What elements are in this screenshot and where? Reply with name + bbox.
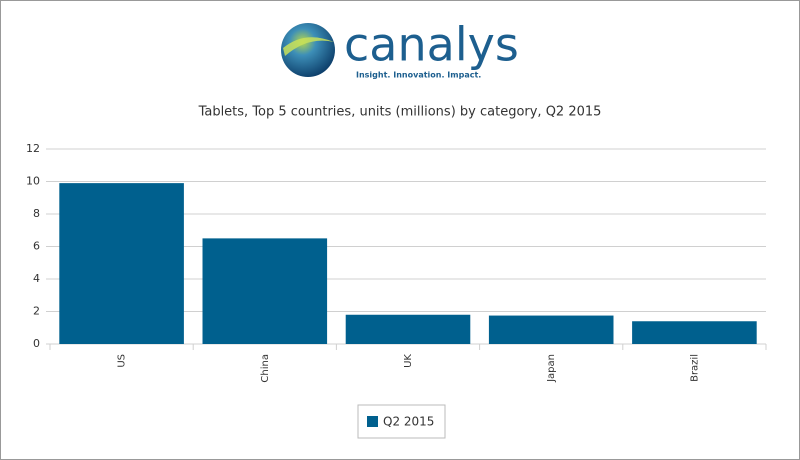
x-tick-label: UK: [403, 354, 414, 368]
bar: [632, 321, 757, 344]
chart-title: Tablets, Top 5 countries, units (million…: [198, 105, 602, 120]
bar: [59, 183, 184, 344]
x-tick-label: US: [117, 354, 128, 368]
y-tick-label: 4: [33, 272, 40, 285]
x-tick-label: Brazil: [689, 354, 700, 382]
legend-swatch: [367, 416, 378, 427]
logo-globe: [281, 23, 335, 77]
logo-text: canalys: [344, 18, 519, 72]
y-tick-label: 0: [33, 337, 40, 350]
x-tick-label: China: [260, 354, 271, 383]
legend-label: Q2 2015: [383, 415, 434, 429]
x-tick-label: Japan: [546, 354, 557, 383]
y-tick-label: 6: [33, 240, 40, 253]
bar: [202, 238, 328, 344]
y-tick-label: 12: [26, 142, 40, 155]
logo-tagline: Insight. Innovation. Impact.: [356, 71, 481, 80]
logo-swoosh: [283, 37, 334, 56]
y-tick-label: 2: [33, 305, 40, 318]
y-tick-label: 8: [33, 207, 40, 220]
bar: [488, 315, 614, 344]
y-tick-label: 10: [26, 175, 40, 188]
bar: [345, 314, 471, 344]
